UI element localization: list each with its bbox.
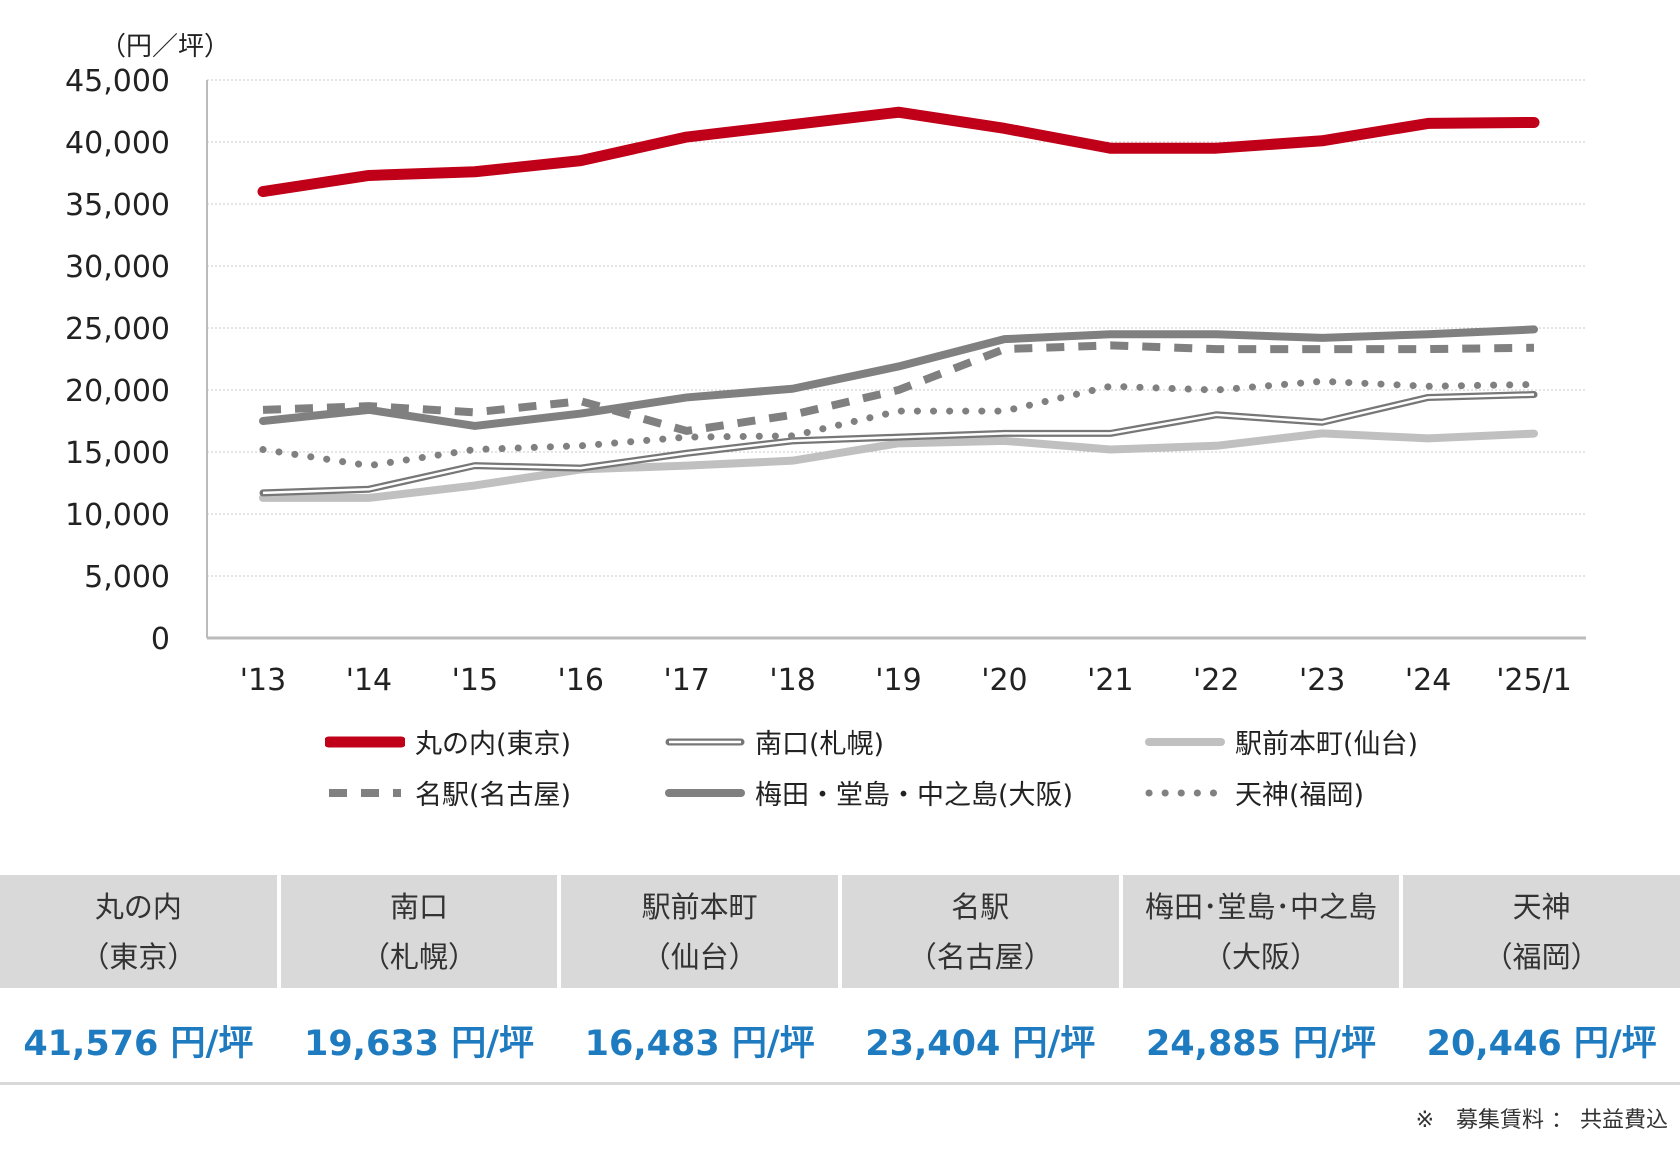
series-line	[259, 429, 1538, 502]
x-tick-label: '25/1	[1496, 663, 1572, 698]
legend-swatch-icon	[325, 736, 405, 747]
legend-swatch-icon	[665, 788, 745, 797]
area-name: 南口	[389, 889, 448, 924]
x-tick-label: '21	[1087, 663, 1133, 698]
area-name: 名駅	[951, 889, 1010, 924]
legend-item: 梅田・堂島・中之島(大阪)	[665, 773, 1073, 812]
footnote: ※ 募集賃料 ： 共益費込	[1415, 1108, 1668, 1133]
city-name: （東京）	[80, 939, 197, 974]
table-header-cell: 駅前本町 （仙台）	[561, 875, 838, 988]
rent-value-cell: 23,404 円/坪	[841, 988, 1119, 1088]
rent-value-cell: 20,446 円/坪	[1403, 988, 1680, 1088]
city-name: （大阪）	[1202, 939, 1319, 974]
x-tick-label: '24	[1405, 663, 1451, 698]
legend-item: 天神(福岡)	[1145, 773, 1364, 812]
y-tick-label: 40,000	[65, 126, 170, 161]
y-tick-label: 10,000	[65, 498, 170, 533]
legend-label: 梅田・堂島・中之島(大阪)	[755, 780, 1074, 811]
summary-table: 丸の内 （東京） 南口 （札幌） 駅前本町 （仙台） 名駅 （名古屋） 梅田･堂島･中之島 （大阪…	[0, 875, 1680, 1088]
legend-swatch-icon	[665, 738, 745, 745]
city-name: （札幌）	[360, 939, 477, 974]
y-tick-label: 35,000	[65, 188, 170, 223]
x-tick-label: '19	[875, 663, 921, 698]
x-tick-label: '15	[452, 663, 498, 698]
table-bottom-rule	[0, 1082, 1680, 1085]
city-name: （名古屋）	[907, 939, 1053, 974]
legend-label: 天神(福岡)	[1235, 780, 1365, 811]
x-tick-label: '22	[1193, 663, 1239, 698]
legend-item: 駅前本町(仙台)	[1145, 722, 1418, 761]
line-chart: （円／坪） 0 5,000 10,000 15,000 20,000 25,000 30,00…	[65, 32, 1586, 698]
legend-item: 名駅(名古屋)	[325, 773, 571, 812]
table-header-cell: 丸の内 （東京）	[0, 875, 277, 988]
x-tick-label: '20	[981, 663, 1027, 698]
legend-label: 駅前本町(仙台)	[1235, 729, 1419, 760]
y-unit-label: （円／坪）	[100, 32, 230, 62]
city-name: （仙台）	[641, 939, 758, 974]
legend-label: 名駅(名古屋)	[415, 780, 572, 811]
area-name: 天神	[1512, 889, 1571, 924]
y-tick-label: 20,000	[65, 374, 170, 409]
legend-label: 丸の内(東京)	[415, 729, 572, 760]
x-tick-label: '18	[769, 663, 815, 698]
area-name: 梅田･堂島･中之島	[1144, 889, 1377, 924]
legend-item: 南口(札幌)	[665, 722, 884, 761]
y-tick-label: 30,000	[65, 250, 170, 285]
y-tick-label: 15,000	[65, 436, 170, 471]
legend-swatch-icon	[329, 788, 401, 797]
legend-label: 南口(札幌)	[755, 729, 885, 760]
rent-value-cell: 24,885 円/坪	[1122, 988, 1400, 1088]
series-line	[257, 106, 1540, 198]
legend-swatch-icon	[1145, 789, 1225, 796]
table-header-cell: 名駅 （名古屋）	[841, 875, 1119, 988]
table-header-cell: 天神 （福岡）	[1403, 875, 1680, 988]
x-tick-label: '17	[663, 663, 709, 698]
y-tick-label: 45,000	[65, 64, 170, 99]
legend-item: 丸の内(東京)	[325, 722, 571, 761]
legend-swatch-icon	[1145, 737, 1225, 746]
table-header-cell: 南口 （札幌）	[280, 875, 558, 988]
rent-value-cell: 41,576 円/坪	[0, 988, 277, 1088]
x-tick-label: '23	[1299, 663, 1345, 698]
x-tick-label: '13	[240, 663, 286, 698]
x-tick-label: '14	[346, 663, 392, 698]
area-name: 駅前本町	[641, 889, 758, 924]
area-name: 丸の内	[94, 889, 182, 924]
y-tick-label: 5,000	[84, 560, 170, 595]
y-tick-label: 25,000	[65, 312, 170, 347]
rent-value-cell: 16,483 円/坪	[561, 988, 838, 1088]
x-tick-label: '16	[558, 663, 604, 698]
rent-value-cell: 19,633 円/坪	[280, 988, 558, 1088]
table-header-cell: 梅田･堂島･中之島 （大阪）	[1122, 875, 1400, 988]
y-tick-label: 0	[151, 622, 170, 657]
city-name: （福岡）	[1483, 939, 1600, 974]
